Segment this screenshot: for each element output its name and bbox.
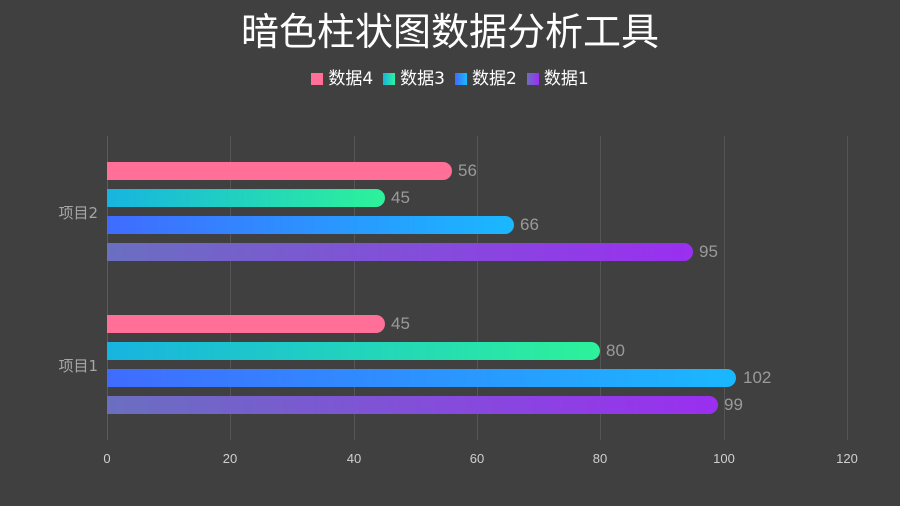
bar-project1-data4[interactable] — [107, 315, 385, 333]
x-tick-label: 0 — [103, 451, 111, 466]
legend-label: 数据1 — [543, 69, 589, 89]
chart-title: 暗色柱状图数据分析工具 — [240, 10, 659, 54]
gridline — [230, 136, 231, 440]
legend-item-data1[interactable]: 数据1 — [526, 68, 589, 90]
legend-swatch-icon — [311, 73, 324, 85]
bar-value-label: 102 — [743, 368, 772, 387]
legend-swatch-icon — [526, 73, 539, 85]
gridline — [600, 136, 601, 440]
bar-project2-data3[interactable] — [107, 189, 385, 207]
gridline — [354, 136, 355, 440]
bar-project1-data3[interactable] — [107, 342, 600, 360]
bar-project2-data4[interactable] — [107, 162, 452, 180]
x-tick-label: 120 — [836, 451, 858, 466]
bar-value-label: 66 — [520, 215, 539, 234]
bar-project2-data2[interactable] — [107, 216, 514, 234]
legend-item-data2[interactable]: 数据2 — [455, 68, 517, 90]
bar-value-label: 45 — [391, 314, 410, 333]
legend-label: 数据3 — [400, 69, 445, 89]
legend-swatch-icon — [455, 73, 467, 85]
bar-value-label: 80 — [606, 341, 625, 360]
legend-label: 数据4 — [328, 69, 374, 89]
x-tick-label: 60 — [469, 451, 485, 466]
x-tick-label: 40 — [346, 451, 362, 466]
bar-project1-data2[interactable] — [107, 369, 736, 387]
category-label-project1: 项目1 — [58, 357, 98, 375]
y-axis-line — [107, 136, 108, 440]
x-tick-label: 20 — [222, 451, 238, 466]
bar-project1-data1[interactable] — [107, 396, 718, 414]
legend-label: 数据2 — [472, 69, 517, 89]
legend-item-data3[interactable]: 数据3 — [383, 68, 445, 90]
gridline — [477, 136, 478, 440]
legend: 数据4 数据3 数据2 数据1 — [0, 68, 900, 90]
bar-project2-data1[interactable] — [107, 243, 693, 261]
x-tick-label: 100 — [713, 451, 735, 466]
x-tick-label: 80 — [592, 451, 608, 466]
legend-item-data4[interactable]: 数据4 — [311, 68, 373, 90]
gridline — [847, 136, 848, 440]
category-label-project2: 项目2 — [58, 204, 98, 222]
legend-swatch-icon — [383, 73, 396, 85]
bar-value-label: 95 — [699, 242, 718, 261]
gridline — [724, 136, 725, 440]
bar-value-label: 99 — [724, 395, 743, 414]
bar-value-label: 45 — [391, 188, 410, 207]
bar-value-label: 56 — [458, 161, 477, 180]
